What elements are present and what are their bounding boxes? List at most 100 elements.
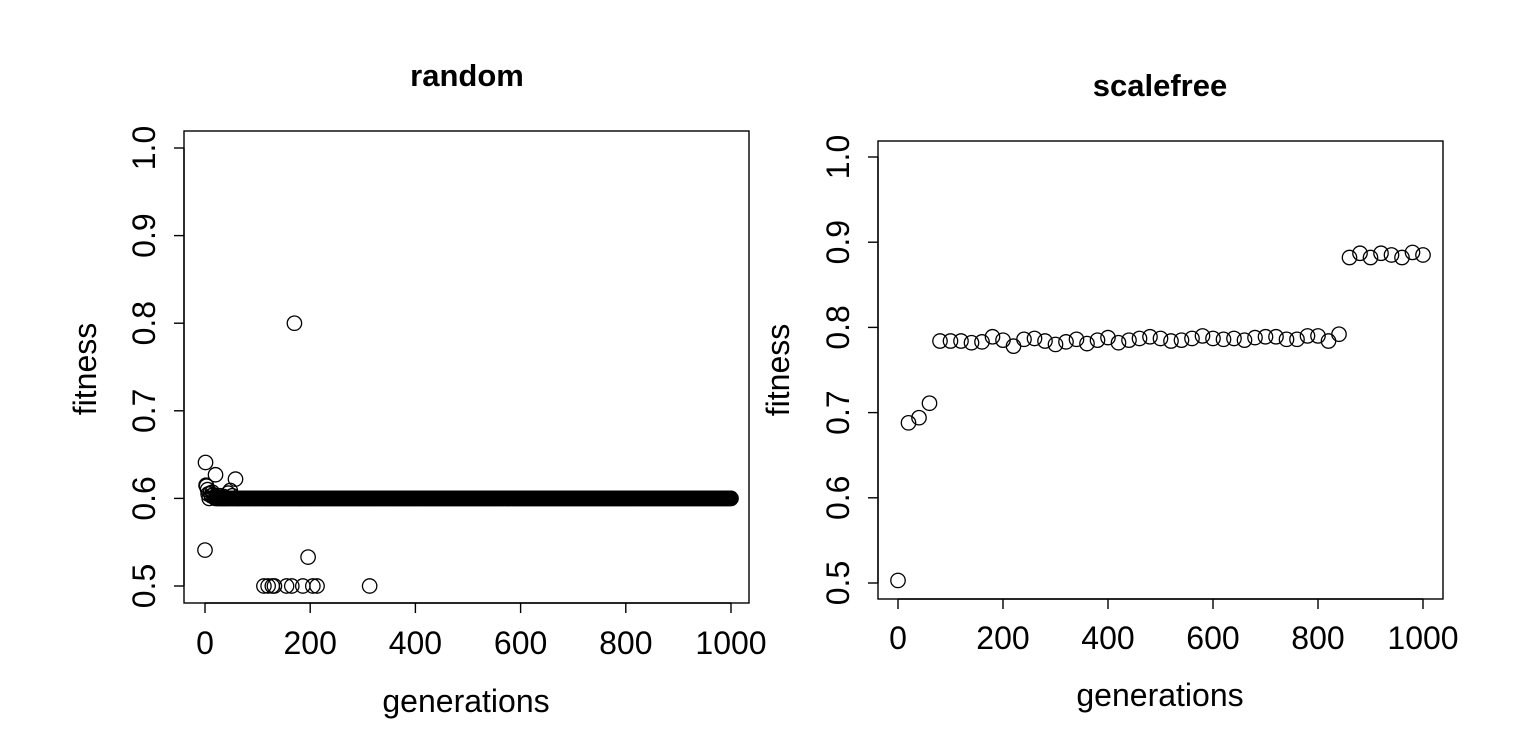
data-point	[1289, 331, 1305, 348]
chart-title: random	[410, 58, 524, 93]
data-point	[197, 542, 213, 558]
y-tick-label: 0.6	[820, 476, 856, 520]
data-point	[283, 578, 300, 594]
data-point	[1352, 245, 1368, 262]
data-point	[227, 471, 244, 487]
y-tick-label: 0.8	[126, 301, 162, 345]
data-point	[1173, 332, 1190, 349]
data-point	[229, 490, 246, 507]
data-point	[1005, 338, 1022, 354]
data-point	[1142, 328, 1158, 345]
data-point	[266, 578, 283, 594]
data-point	[309, 578, 325, 594]
x-tick-label: 0	[196, 625, 214, 661]
x-tick-label: 800	[599, 625, 652, 661]
data-point	[890, 572, 906, 589]
x-tick-label: 0	[889, 620, 907, 656]
x-tick-label: 200	[284, 625, 337, 661]
data-point	[1163, 333, 1179, 349]
data-point	[361, 578, 378, 594]
y-axis-label: fitness	[760, 324, 796, 416]
data-point	[1415, 247, 1431, 263]
data-point	[1037, 333, 1053, 349]
y-tick-label: 0.5	[126, 564, 162, 608]
data-point	[1121, 332, 1137, 349]
data-point	[1016, 331, 1032, 348]
data-point	[1236, 332, 1253, 349]
data-point	[1383, 247, 1400, 263]
x-axis: 0 200 400 600 800 1000	[889, 598, 1459, 656]
data-point	[304, 578, 321, 594]
data-point	[1310, 328, 1326, 344]
y-axis: 0.5 0.6 0.7 0.8 0.9 1.0	[126, 126, 185, 608]
data-point	[984, 328, 1001, 345]
data-point	[1226, 330, 1242, 347]
y-tick-label: 0.7	[820, 390, 856, 434]
y-tick-label: 1.0	[820, 135, 856, 179]
data-point	[1268, 328, 1284, 345]
y-tick-label: 1.0	[126, 126, 162, 170]
y-axis-label: fitness	[67, 323, 103, 415]
data-point	[1247, 329, 1263, 346]
plot-frame	[877, 140, 1444, 600]
x-tick-label: 600	[1186, 620, 1239, 656]
data-point	[1110, 334, 1127, 351]
data-point	[1047, 336, 1064, 353]
data-point	[942, 333, 959, 349]
x-axis: 0 200 400 600 800 1000	[196, 602, 767, 661]
data-point	[207, 466, 224, 483]
y-tick-label: 0.9	[126, 213, 162, 257]
data-point	[1331, 326, 1347, 343]
x-axis-label: generations	[1076, 677, 1243, 713]
data-point	[1131, 330, 1148, 347]
data-point	[1184, 330, 1200, 347]
data-point	[1026, 330, 1043, 347]
data-point	[995, 332, 1011, 349]
data-point	[1058, 334, 1074, 350]
x-axis-label: generations	[382, 683, 549, 719]
x-tick-label: 200	[976, 620, 1029, 656]
data-point	[1215, 331, 1232, 348]
data-points	[890, 244, 1431, 589]
data-point	[900, 414, 917, 431]
data-point	[1205, 330, 1221, 347]
data-point	[953, 333, 969, 349]
y-tick-label: 0.8	[820, 305, 856, 349]
chart-panel-scalefree: scalefree 0 200 400 600 800 1000 0.5 0.6 0.7 0.8…	[760, 68, 1459, 713]
y-tick-label: 0.6	[126, 476, 162, 520]
data-point	[1373, 245, 1389, 262]
data-point	[292, 490, 309, 507]
x-tick-label: 1000	[1387, 620, 1458, 656]
data-point	[1394, 249, 1410, 266]
data-point	[256, 578, 272, 594]
data-point	[1068, 331, 1085, 348]
data-point	[1079, 335, 1095, 352]
data-point	[1152, 330, 1169, 347]
data-point	[220, 485, 236, 501]
data-point	[723, 490, 739, 507]
data-point	[1278, 331, 1295, 348]
data-point	[932, 333, 948, 349]
y-tick-label: 0.7	[126, 389, 162, 433]
y-tick-label: 0.9	[820, 220, 856, 264]
data-point	[1341, 249, 1358, 266]
data-point	[300, 549, 316, 565]
data-point	[921, 395, 938, 412]
x-tick-label: 400	[389, 625, 442, 661]
data-point	[278, 578, 295, 594]
chart-title: scalefree	[1093, 68, 1227, 103]
data-point	[1362, 249, 1379, 266]
data-point	[1257, 328, 1274, 345]
data-point	[1100, 329, 1116, 346]
data-point	[1404, 244, 1421, 261]
x-tick-label: 600	[494, 625, 547, 661]
data-point	[260, 578, 276, 594]
y-axis: 0.5 0.6 0.7 0.8 0.9 1.0	[820, 135, 879, 605]
data-point	[963, 334, 980, 351]
x-tick-label: 800	[1291, 620, 1344, 656]
x-tick-label: 1000	[695, 625, 766, 661]
x-tick-label: 400	[1081, 620, 1134, 656]
y-tick-label: 0.5	[820, 561, 856, 605]
data-point	[286, 315, 303, 332]
